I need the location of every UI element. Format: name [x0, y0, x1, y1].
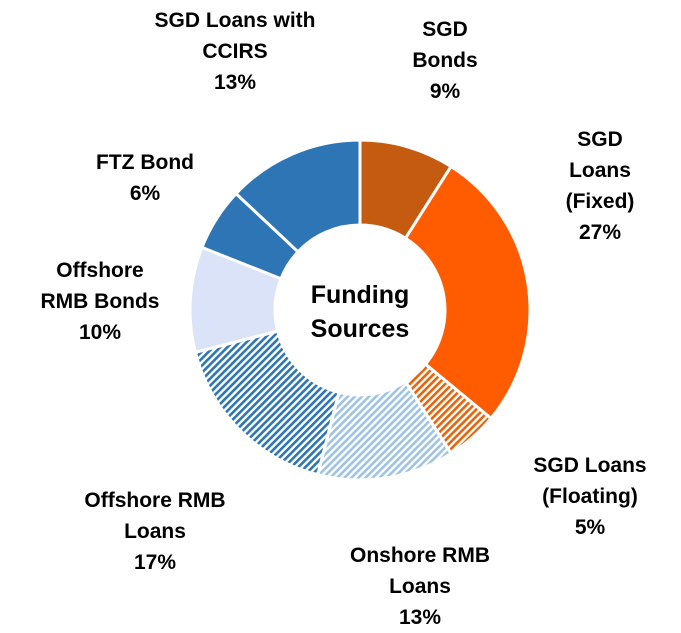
donut-slice — [403, 164, 532, 421]
donut-slice — [233, 138, 362, 254]
slice-label: Onshore RMB Loans 13% — [350, 540, 490, 633]
center-label: Funding Sources — [310, 281, 410, 343]
category-name: SGD Loans (Floating) — [533, 454, 647, 508]
category-name: Offshore RMB Bonds — [40, 259, 160, 313]
value-label: 6% — [129, 182, 161, 205]
category-name: FTZ Bond — [96, 151, 194, 174]
value-label: 27% — [578, 221, 622, 244]
value-label: 9% — [429, 80, 461, 103]
category-name: SGD Loans with CCIRS — [154, 9, 316, 63]
donut-slice — [193, 329, 341, 477]
slice-label: SGD Bonds 9% — [400, 14, 490, 107]
slice-label: SGD Loans (Fixed) 27% — [550, 124, 650, 248]
value-label: 10% — [78, 321, 122, 344]
category-name: SGD Bonds — [412, 18, 478, 72]
value-label: 5% — [574, 516, 606, 539]
value-label: 13% — [213, 71, 257, 94]
value-label: 13% — [398, 606, 442, 629]
slice-label: Offshore RMB Bonds 10% — [30, 255, 170, 348]
slice-label: SGD Loans with CCIRS 13% — [125, 5, 345, 98]
slice-label: FTZ Bond 6% — [75, 147, 215, 209]
category-name: SGD Loans (Fixed) — [565, 128, 635, 213]
slice-label: Offshore RMB Loans 17% — [65, 485, 245, 578]
category-name: Onshore RMB Loans — [350, 544, 491, 598]
category-name: Offshore RMB Loans — [84, 489, 226, 543]
slice-label: SGD Loans (Floating) 5% — [510, 450, 670, 543]
value-label: 17% — [133, 551, 177, 574]
